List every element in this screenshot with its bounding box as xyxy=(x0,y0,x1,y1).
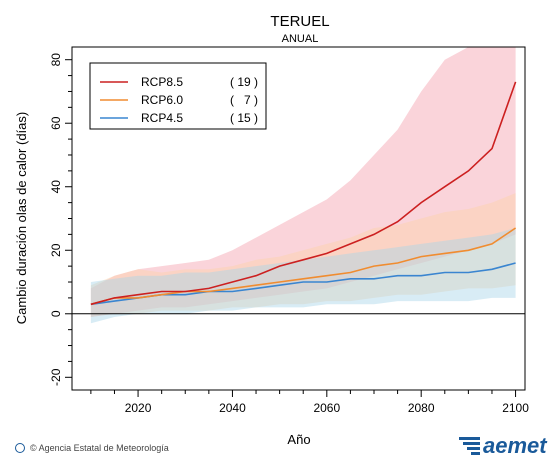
uncertainty-bands xyxy=(90,47,516,324)
y-axis-label: Cambio duración olas de calor (días) xyxy=(14,112,29,324)
y-tick-label: 60 xyxy=(49,116,63,130)
x-tick-label: 2020 xyxy=(125,401,152,415)
aemet-logo-icon xyxy=(459,437,480,455)
legend-count-rcp85: ( 19 ) xyxy=(230,75,258,89)
y-tick-label: 80 xyxy=(49,53,63,67)
credit-text: © Agencia Estatal de Meteorología xyxy=(30,443,169,453)
band-rcp60 xyxy=(90,193,516,317)
y-tick-label: 40 xyxy=(49,180,63,194)
aemet-logo: aemet xyxy=(459,433,548,458)
legend-count-rcp60: ( 7 ) xyxy=(230,93,258,107)
copyright-icon xyxy=(15,443,25,453)
band-rcp85 xyxy=(90,47,516,317)
y-axis: -20 0 20 40 60 80 xyxy=(49,53,72,386)
chart-title: TERUEL xyxy=(270,13,329,30)
x-tick-label: 2080 xyxy=(408,401,435,415)
x-axis-label: Año xyxy=(287,432,310,447)
legend-label-rcp45: RCP4.5 xyxy=(141,111,183,125)
footer-credit: © Agencia Estatal de Meteorología xyxy=(15,443,169,453)
legend-label-rcp85: RCP8.5 xyxy=(141,75,183,89)
legend-label-rcp60: RCP6.0 xyxy=(141,93,183,107)
legend-count-rcp45: ( 15 ) xyxy=(230,111,258,125)
x-axis: 2020 2040 2060 2080 2100 xyxy=(90,390,529,415)
series-line-rcp60 xyxy=(90,227,517,306)
chart-subtitle: ANUAL xyxy=(282,33,319,45)
x-tick-label: 2040 xyxy=(219,401,246,415)
aemet-logo-text: aemet xyxy=(483,433,548,458)
series-line-rcp85 xyxy=(90,81,517,306)
series-lines xyxy=(90,81,517,306)
y-tick-label: 20 xyxy=(49,243,63,257)
y-tick-label: -20 xyxy=(49,368,63,386)
legend: RCP8.5 ( 19 ) RCP6.0 ( 7 ) RCP4.5 ( 15 ) xyxy=(89,62,267,130)
y-tick-label: 0 xyxy=(49,310,63,317)
x-tick-label: 2100 xyxy=(502,401,529,415)
x-tick-label: 2060 xyxy=(313,401,340,415)
band-rcp45 xyxy=(90,228,516,324)
